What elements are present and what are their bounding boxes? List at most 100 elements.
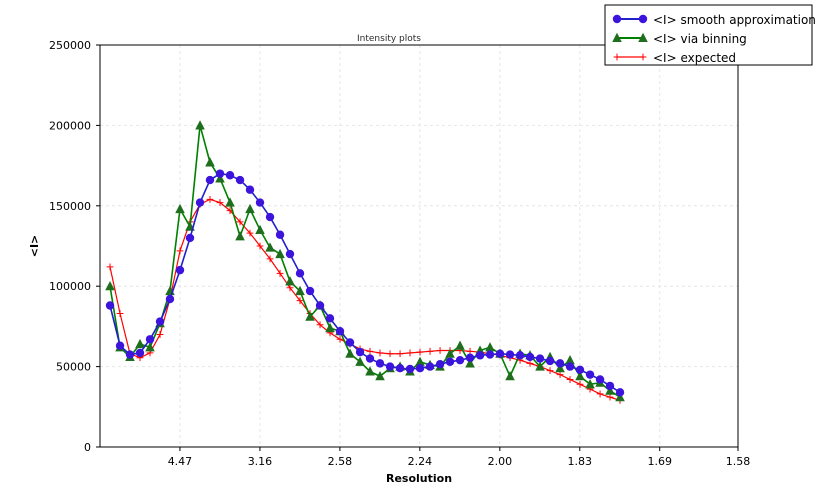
data-point-marker	[355, 347, 365, 357]
data-point-marker	[295, 285, 305, 296]
data-point-marker	[175, 265, 185, 275]
legend-entry[interactable]: <I> smooth approximation	[612, 13, 816, 27]
data-point-marker	[555, 359, 565, 368]
data-point-marker	[135, 348, 145, 358]
data-point-marker	[485, 342, 495, 352]
data-point-marker	[235, 231, 245, 241]
data-point-marker	[276, 269, 284, 277]
data-point-marker	[615, 388, 625, 397]
x-tick-label: 1.58	[726, 455, 751, 468]
data-point-marker	[305, 286, 315, 296]
data-point-marker	[206, 195, 214, 203]
data-point-marker	[115, 341, 125, 350]
data-point-marker	[565, 362, 575, 371]
data-point-marker	[495, 349, 505, 358]
data-point-marker	[375, 371, 385, 381]
data-point-marker	[575, 371, 585, 381]
data-point-marker	[505, 371, 515, 381]
data-point-marker	[355, 356, 365, 366]
data-point-marker	[535, 354, 545, 363]
data-point-marker	[556, 371, 564, 379]
data-point-marker	[345, 348, 355, 358]
data-point-marker	[612, 14, 622, 24]
data-point-marker	[335, 327, 345, 336]
data-point-marker	[105, 301, 115, 310]
data-point-marker	[156, 331, 164, 338]
data-point-marker	[225, 197, 235, 207]
legend-label: <I> via binning	[653, 32, 747, 46]
chart-title: Intensity plots	[357, 34, 421, 44]
data-point-marker	[215, 173, 225, 183]
y-tick-label: 100000	[49, 280, 91, 293]
y-tick-label: 0	[84, 441, 91, 454]
data-point-marker	[535, 361, 545, 371]
data-point-marker	[275, 248, 285, 259]
data-point-marker	[426, 347, 434, 355]
x-axis: 4.47 3.16 2.58 2.24 2.00 1.83 1.69 1.58	[168, 447, 751, 468]
data-point-marker	[638, 32, 648, 43]
data-point-marker	[375, 359, 385, 368]
data-point-marker	[175, 203, 185, 214]
data-point-marker	[639, 53, 647, 61]
data-point-marker	[365, 354, 375, 363]
x-tick-label: 4.47	[168, 455, 193, 468]
x-tick-label: 3.16	[248, 455, 273, 468]
data-point-marker	[613, 53, 621, 61]
legend-label: <I> smooth approximation	[653, 13, 816, 27]
data-point-marker	[235, 175, 245, 185]
data-point-marker	[275, 230, 285, 239]
data-point-marker	[236, 218, 244, 226]
data-point-marker	[246, 229, 254, 237]
data-point-marker	[455, 355, 465, 365]
data-point-marker	[145, 342, 155, 352]
legend: <I> smooth approximation <I> via binning <…	[604, 4, 816, 66]
data-point-marker	[386, 350, 394, 358]
legend-entry[interactable]: <I> via binning	[612, 32, 747, 46]
data-point-marker	[406, 349, 414, 357]
x-tick-label: 1.83	[568, 455, 593, 468]
data-point-marker	[505, 350, 515, 359]
data-point-marker	[295, 269, 305, 278]
series-line	[109, 125, 621, 398]
data-point-marker	[615, 391, 625, 402]
series-line	[109, 198, 621, 401]
x-axis-title: Resolution	[386, 472, 452, 485]
series-expected	[106, 195, 624, 404]
series-smooth-approximation	[105, 169, 625, 397]
data-point-marker	[565, 354, 575, 365]
data-point-marker	[176, 247, 184, 255]
series-line	[109, 172, 621, 394]
data-point-marker	[436, 347, 444, 354]
data-point-marker	[385, 362, 395, 371]
data-point-marker	[255, 224, 265, 234]
data-point-marker	[525, 352, 535, 362]
data-point-marker	[316, 321, 324, 329]
data-point-marker	[605, 385, 615, 395]
data-point-marker	[215, 169, 225, 178]
y-tick-label: 250000	[49, 39, 91, 52]
data-point-marker	[415, 356, 425, 366]
data-point-marker	[225, 171, 235, 180]
x-tick-label: 1.69	[647, 455, 672, 468]
y-tick-label: 200000	[49, 119, 91, 132]
data-point-marker	[485, 350, 495, 359]
data-point-marker	[585, 379, 595, 389]
data-point-marker	[465, 358, 475, 368]
data-point-marker	[125, 350, 135, 359]
data-point-marker	[605, 381, 615, 391]
data-point-marker	[256, 242, 264, 250]
data-point-marker	[365, 366, 375, 376]
data-point-marker	[106, 263, 114, 271]
data-point-marker	[555, 363, 565, 373]
data-point-marker	[165, 294, 175, 304]
legend-entry[interactable]: <I> expected	[613, 51, 736, 65]
data-point-marker	[336, 335, 344, 343]
data-point-marker	[155, 317, 165, 326]
data-point-marker	[455, 340, 465, 350]
data-point-marker	[195, 120, 205, 130]
data-point-marker	[425, 362, 435, 371]
y-tick-label: 50000	[56, 361, 91, 374]
data-point-marker	[638, 14, 648, 24]
x-tick-label: 2.24	[408, 455, 433, 468]
